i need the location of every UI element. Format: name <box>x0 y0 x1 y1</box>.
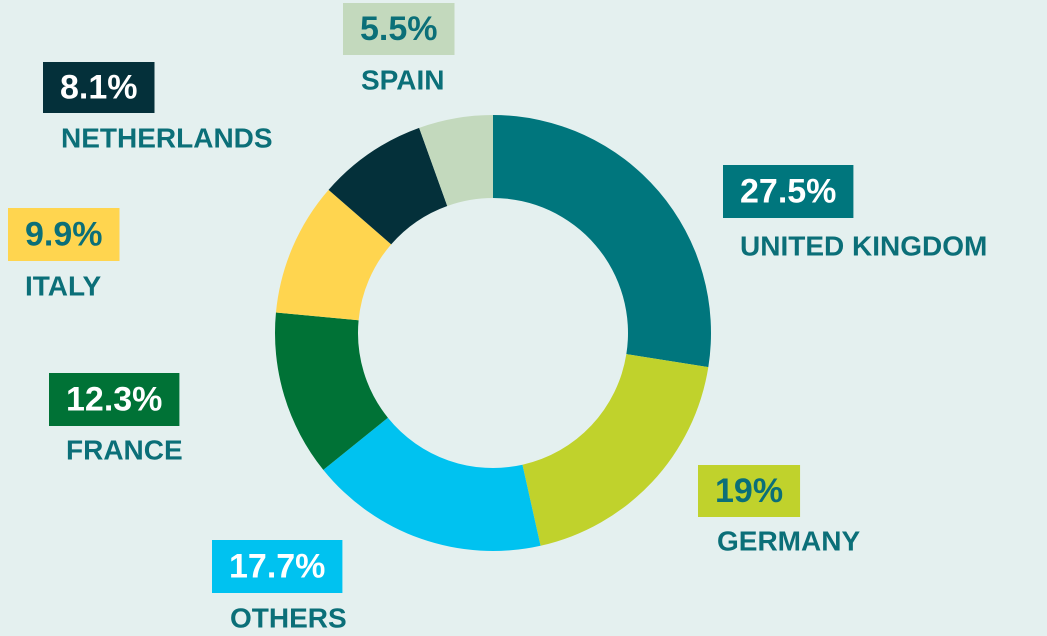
slice-label: 5.5% SPAIN <box>343 3 455 95</box>
value-label-badge <box>8 208 120 261</box>
donut-slice <box>522 354 709 546</box>
value-label-badge <box>698 465 801 517</box>
category-label: NETHERLANDS <box>61 122 273 153</box>
donut-slice <box>275 312 388 470</box>
slice-label: 9.9% ITALY <box>8 208 120 301</box>
value-label: 27.5% <box>740 172 836 210</box>
donut-slice <box>419 115 493 206</box>
category-label: GERMANY <box>717 525 860 556</box>
donut-slice <box>275 189 392 321</box>
slice-label: 8.1% NETHERLANDS <box>43 62 273 153</box>
slice-label: 17.7% OTHERS <box>212 540 347 633</box>
value-label: 12.3% <box>66 380 162 418</box>
value-label-badge <box>43 62 155 113</box>
slice-label: 19% GERMANY <box>698 465 860 556</box>
category-label: OTHERS <box>230 602 347 633</box>
category-label: UNITED KINGDOM <box>740 230 987 261</box>
value-label: 8.1% <box>60 68 138 106</box>
slice-label: 27.5% UNITED KINGDOM <box>723 165 987 261</box>
value-label-badge <box>212 540 343 593</box>
value-label-badge <box>49 373 180 426</box>
donut-slice <box>493 115 711 368</box>
value-label: 19% <box>715 472 783 510</box>
donut-slice <box>328 127 448 245</box>
category-label: SPAIN <box>361 64 445 95</box>
value-label: 5.5% <box>360 10 438 48</box>
value-label: 9.9% <box>25 215 103 253</box>
value-label-badge <box>343 3 455 55</box>
category-label: ITALY <box>25 270 102 301</box>
donut-slice <box>323 417 541 552</box>
value-label: 17.7% <box>229 547 325 585</box>
slice-label: 12.3% FRANCE <box>49 373 183 465</box>
category-label: FRANCE <box>66 434 183 465</box>
value-label-badge <box>723 165 854 218</box>
